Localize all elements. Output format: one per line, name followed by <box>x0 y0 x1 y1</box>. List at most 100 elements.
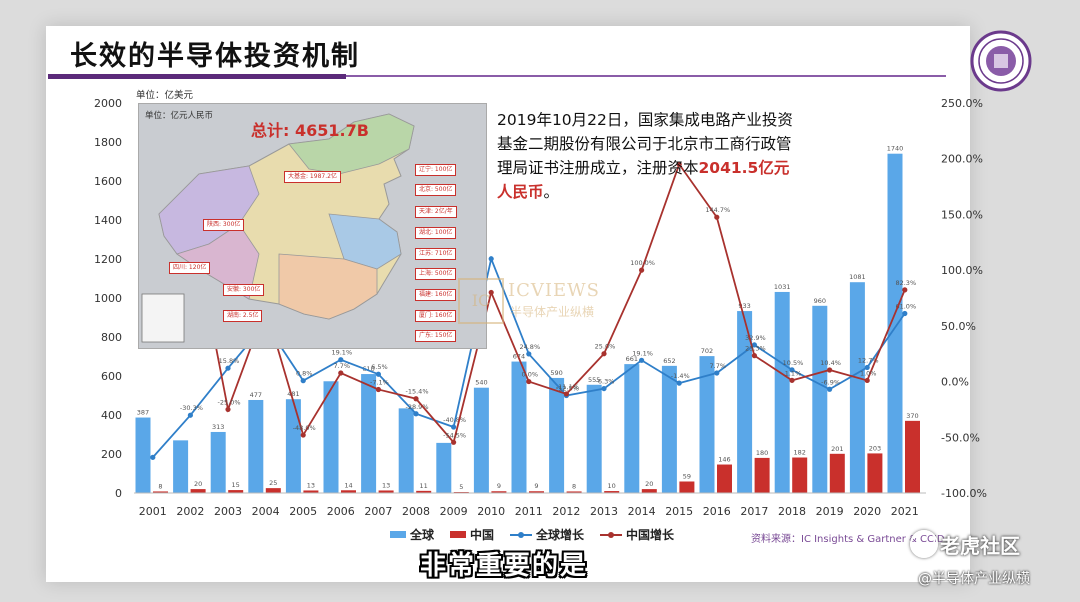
china-growth-data-label: -11.1% <box>556 383 579 391</box>
bar-china <box>829 453 845 493</box>
bar-global <box>887 153 903 493</box>
x-axis-tick-label: 2001 <box>139 505 167 518</box>
left-axis-tick-label: 1400 <box>94 214 122 227</box>
x-axis-tick-label: 2002 <box>176 505 204 518</box>
bar-china-data-label: 180 <box>756 449 768 457</box>
map-callout: 湖北: 100亿 <box>415 227 457 239</box>
china-growth-data-label: -48.0% <box>293 424 316 432</box>
bar-global-data-label: 933 <box>738 302 750 310</box>
bar-china <box>378 490 394 493</box>
china-growth-point <box>300 432 306 438</box>
china-growth-data-label: 25.0% <box>595 343 616 351</box>
global-growth-point <box>714 370 720 376</box>
legend-item-global: 全球 <box>390 526 434 543</box>
global-growth-data-label: 32.9% <box>745 334 766 342</box>
bar-china-data-label: 203 <box>869 444 881 452</box>
bar-global-data-label: 387 <box>137 409 149 417</box>
global-growth-data-label: -12.5% <box>556 385 579 393</box>
global-growth-data-label: -6.3% <box>596 378 615 386</box>
title-underline-dark <box>48 74 346 79</box>
legend-swatch <box>390 531 406 538</box>
right-axis-tick-label: 50.0% <box>941 320 976 333</box>
watermark-subtitle: 半导体产业纵横 <box>510 305 595 319</box>
bar-china-data-label: 201 <box>831 445 843 453</box>
bar-global-data-label: 1081 <box>849 273 866 281</box>
right-axis-tick-label: -50.0% <box>941 431 980 444</box>
map-callout: 陕西: 300亿 <box>203 219 245 231</box>
global-growth-point <box>300 378 306 384</box>
x-axis-tick-label: 2011 <box>515 505 543 518</box>
china-growth-point <box>714 214 720 220</box>
bar-china <box>341 490 356 493</box>
bar-global <box>849 282 865 493</box>
china-growth-data-label: 1.1% <box>785 369 802 377</box>
x-axis-tick-label: 2010 <box>477 505 505 518</box>
x-axis-tick-label: 2021 <box>891 505 919 518</box>
x-axis-tick-label: 2003 <box>214 505 242 518</box>
global-growth-point <box>225 365 231 371</box>
annotation-note: 2019年10月22日，国家集成电路产业投资基金二期股份有限公司于北京市工商行政… <box>497 108 797 204</box>
global-growth-point <box>601 385 607 392</box>
bar-china <box>867 453 883 493</box>
left-axis-tick-label: 1200 <box>94 253 122 266</box>
bar-china-data-label: 9 <box>497 482 501 490</box>
x-axis-tick-label: 2005 <box>289 505 317 518</box>
bar-global <box>699 356 715 493</box>
right-axis-tick-label: 250.0% <box>941 97 983 110</box>
map-callout: 广东: 150亿 <box>415 330 457 342</box>
china-growth-point <box>488 289 494 296</box>
china-growth-data-label: 1.0% <box>860 369 877 377</box>
bar-global <box>812 305 828 493</box>
map-callout: 安徽: 300亿 <box>223 284 265 296</box>
global-growth-data-label: 7.7% <box>710 362 727 370</box>
bar-china-data-label: 59 <box>683 472 691 480</box>
bar-global <box>737 311 753 493</box>
x-axis-tick-label: 2009 <box>440 505 468 518</box>
community-logo-icon <box>910 530 938 558</box>
legend-item-china-growth: 中国增长 <box>600 526 674 543</box>
x-axis-tick-label: 2012 <box>552 505 580 518</box>
map-total-label: 总计: 4651.7B <box>251 121 369 140</box>
legend-line-marker <box>510 530 533 540</box>
china-growth-point <box>789 377 795 383</box>
bar-global <box>549 377 565 493</box>
global-growth-data-label: 24.8% <box>519 343 540 351</box>
note-text: 2019年10月22日，国家集成电路产业投资基金二期股份有限公司于北京市工商行政… <box>497 111 793 177</box>
legend-label: 全球 <box>410 528 435 542</box>
bar-china <box>228 490 244 493</box>
china-growth-data-label: 23.3% <box>745 345 766 353</box>
bar-global <box>436 442 452 493</box>
china-growth-point <box>639 267 645 273</box>
china-growth-data-label: 100.0% <box>630 259 655 267</box>
bar-global-data-label: 540 <box>475 379 487 387</box>
map-callout: 天津: 2亿/年 <box>415 206 457 218</box>
legend-line-marker <box>600 530 623 540</box>
china-growth-data-label: 82.3% <box>895 279 916 287</box>
bar-global-data-label: 1031 <box>774 283 791 291</box>
bar-china <box>905 420 920 493</box>
china-growth-data-label: 10.4% <box>820 359 841 367</box>
china-growth-data-label: 7.7% <box>334 362 351 370</box>
china-growth-point <box>751 353 758 359</box>
bar-global-data-label: 661 <box>626 355 638 363</box>
map-callout: 福建: 160亿 <box>415 289 457 301</box>
bar-china-data-label: 146 <box>718 456 730 464</box>
bar-china-data-label: 11 <box>420 482 428 490</box>
china-map-panel: 单位：亿元人民币 总计: 4651.7B 大基金: 1987.2亿 辽宁: 10… <box>138 103 487 349</box>
bar-china-data-label: 13 <box>382 481 390 489</box>
x-axis-tick-label: 2016 <box>703 505 731 518</box>
china-growth-point <box>601 351 607 357</box>
global-growth-point <box>413 411 419 417</box>
china-growth-data-label: -25.0% <box>218 398 241 406</box>
left-axis-tick-label: 2000 <box>94 97 122 110</box>
china-map-image <box>141 113 415 343</box>
global-growth-point <box>789 367 795 373</box>
right-axis-tick-label: 200.0% <box>941 153 983 166</box>
global-growth-point <box>526 351 532 357</box>
bar-china-data-label: 25 <box>269 479 277 487</box>
global-growth-data-label: 0.8% <box>296 370 313 378</box>
global-growth-data-label: 10.5% <box>783 359 804 367</box>
right-axis-tick-label: 0.0% <box>941 376 969 389</box>
bar-global <box>624 364 640 493</box>
